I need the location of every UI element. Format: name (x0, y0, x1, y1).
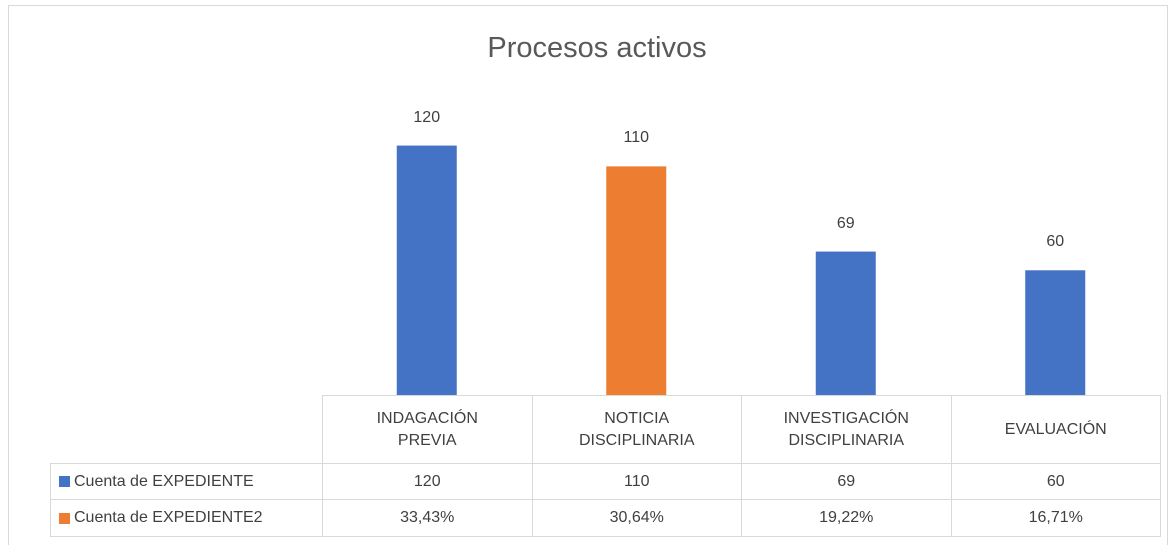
bar (606, 166, 667, 395)
legend-entry: Cuenta de EXPEDIENTE2 (50, 499, 323, 537)
category-cell: INVESTIGACIÓN DISCIPLINARIA (741, 395, 952, 464)
table-value: 120 (322, 463, 533, 500)
data-label: 69 (836, 214, 855, 232)
x-tick-label: EVALUACIÓN (1004, 420, 1107, 438)
legend-label: Cuenta de EXPEDIENTE (74, 472, 254, 490)
table-value: 110 (531, 463, 742, 500)
category-cell: EVALUACIÓN (950, 395, 1161, 464)
data-label: 120 (413, 108, 441, 126)
bar (1025, 270, 1086, 395)
bar (396, 145, 457, 395)
chart-title: Procesos activos (487, 32, 707, 64)
chart-border (8, 5, 1168, 545)
table-value: 19,22% (741, 499, 952, 537)
data-label: 60 (1046, 233, 1065, 251)
data-label: 110 (623, 129, 649, 147)
bar (815, 251, 876, 395)
x-tick-label: NOTICIA DISCIPLINARIA (578, 409, 695, 449)
x-tick-label: INDAGACIÓN PREVIA (376, 409, 478, 449)
x-tick-label: INVESTIGACIÓN DISCIPLINARIA (783, 409, 909, 449)
category-cell: INDAGACIÓN PREVIA (322, 395, 533, 464)
table-value: 33,43% (322, 499, 533, 537)
table-value: 69 (741, 463, 952, 500)
table-value: 16,71% (950, 499, 1161, 537)
table-value: 30,64% (531, 499, 742, 537)
table-value: 60 (950, 463, 1161, 500)
legend-swatch (59, 476, 70, 487)
legend-label: Cuenta de EXPEDIENTE2 (74, 509, 263, 526)
category-cell: NOTICIA DISCIPLINARIA (531, 395, 742, 464)
legend-entry: Cuenta de EXPEDIENTE (50, 463, 323, 500)
legend-swatch (59, 512, 70, 524)
